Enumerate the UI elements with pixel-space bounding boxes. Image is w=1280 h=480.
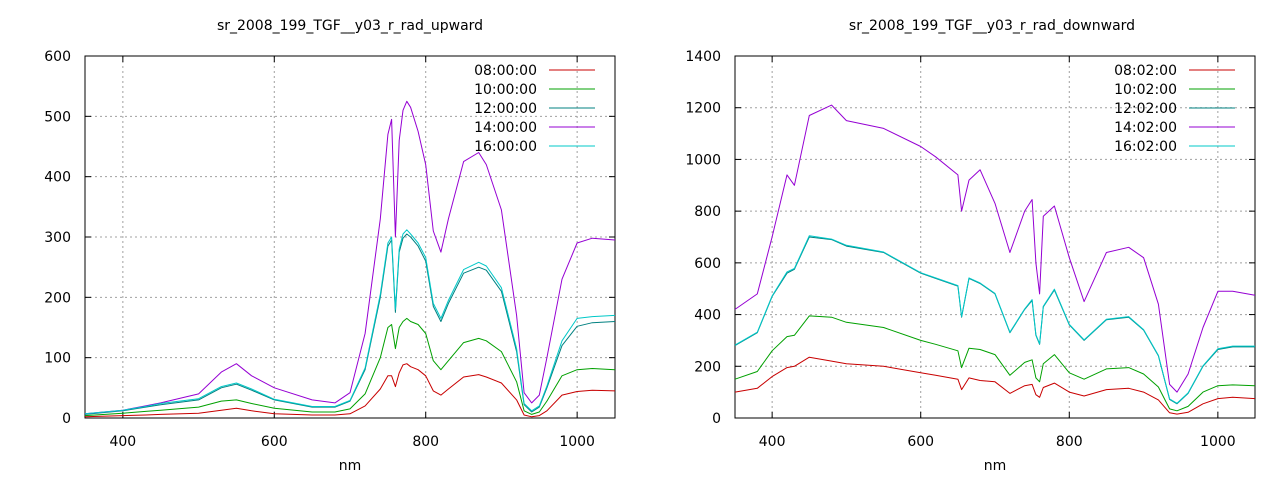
chart-1: sr_2008_199_TGF__y03_r_rad_upward 400 600 8… [44,18,616,474]
y-tick-label: 200 [694,359,721,375]
legend-label: 10:00:00 [474,82,537,98]
series-line-08:02:00 [734,356,1256,415]
series-line-12:00:00 [84,233,616,415]
y-tick-label: 800 [694,204,721,220]
x-tick-label: 400 [109,434,136,450]
y-tick-label: 200 [44,290,71,306]
y-tick-label: 600 [44,49,71,65]
legend-label: 08:02:00 [1114,63,1177,79]
series-line-14:00:00 [84,100,616,415]
chart-2: sr_2008_199_TGF__y03_r_rad_downward 400 60… [685,18,1256,474]
y-tick-label: 0 [712,411,721,427]
series-line-08:00:00 [84,363,616,418]
legend-label: 12:02:00 [1114,101,1177,117]
legend-label: 12:00:00 [474,101,537,117]
series-line-10:00:00 [84,317,616,417]
y-tick-label: 0 [62,411,71,427]
y-tick-label: 600 [694,256,721,272]
chart-title: sr_2008_199_TGF__y03_r_rad_downward [849,18,1135,34]
chart-title: sr_2008_199_TGF__y03_r_rad_upward [217,18,483,34]
y-tick-label: 1400 [685,49,721,65]
y-tick-label: 500 [44,109,71,125]
series-line-14:02:00 [734,104,1256,393]
x-axis-label: nm [984,458,1007,474]
series-line-16:00:00 [84,229,616,415]
y-tick-label: 400 [694,308,721,324]
legend-label: 16:02:00 [1114,139,1177,155]
x-tick-label: 800 [412,434,439,450]
x-tick-label: 800 [1056,434,1083,450]
legend-label: 14:02:00 [1114,120,1177,136]
x-tick-label: 600 [907,434,934,450]
x-tick-label: 400 [759,434,786,450]
series-line-10:02:00 [734,315,1256,412]
y-tick-label: 1000 [685,152,721,168]
x-axis-label: nm [339,458,362,474]
x-tick-label: 600 [261,434,288,450]
y-tick-label: 300 [44,230,71,246]
x-tick-label: 1000 [559,434,595,450]
y-tick-label: 100 [44,351,71,367]
y-tick-label: 400 [44,170,71,186]
y-tick-label: 1200 [685,101,721,117]
series-line-16:02:00 [734,235,1255,404]
series-line-12:02:00 [734,236,1255,405]
plot-frame [734,55,1256,419]
legend-label: 10:02:00 [1114,82,1177,98]
legend-label: 16:00:00 [474,139,537,155]
legend-label: 14:00:00 [474,120,537,136]
x-tick-label: 1000 [1200,434,1236,450]
legend-label: 08:00:00 [474,63,537,79]
